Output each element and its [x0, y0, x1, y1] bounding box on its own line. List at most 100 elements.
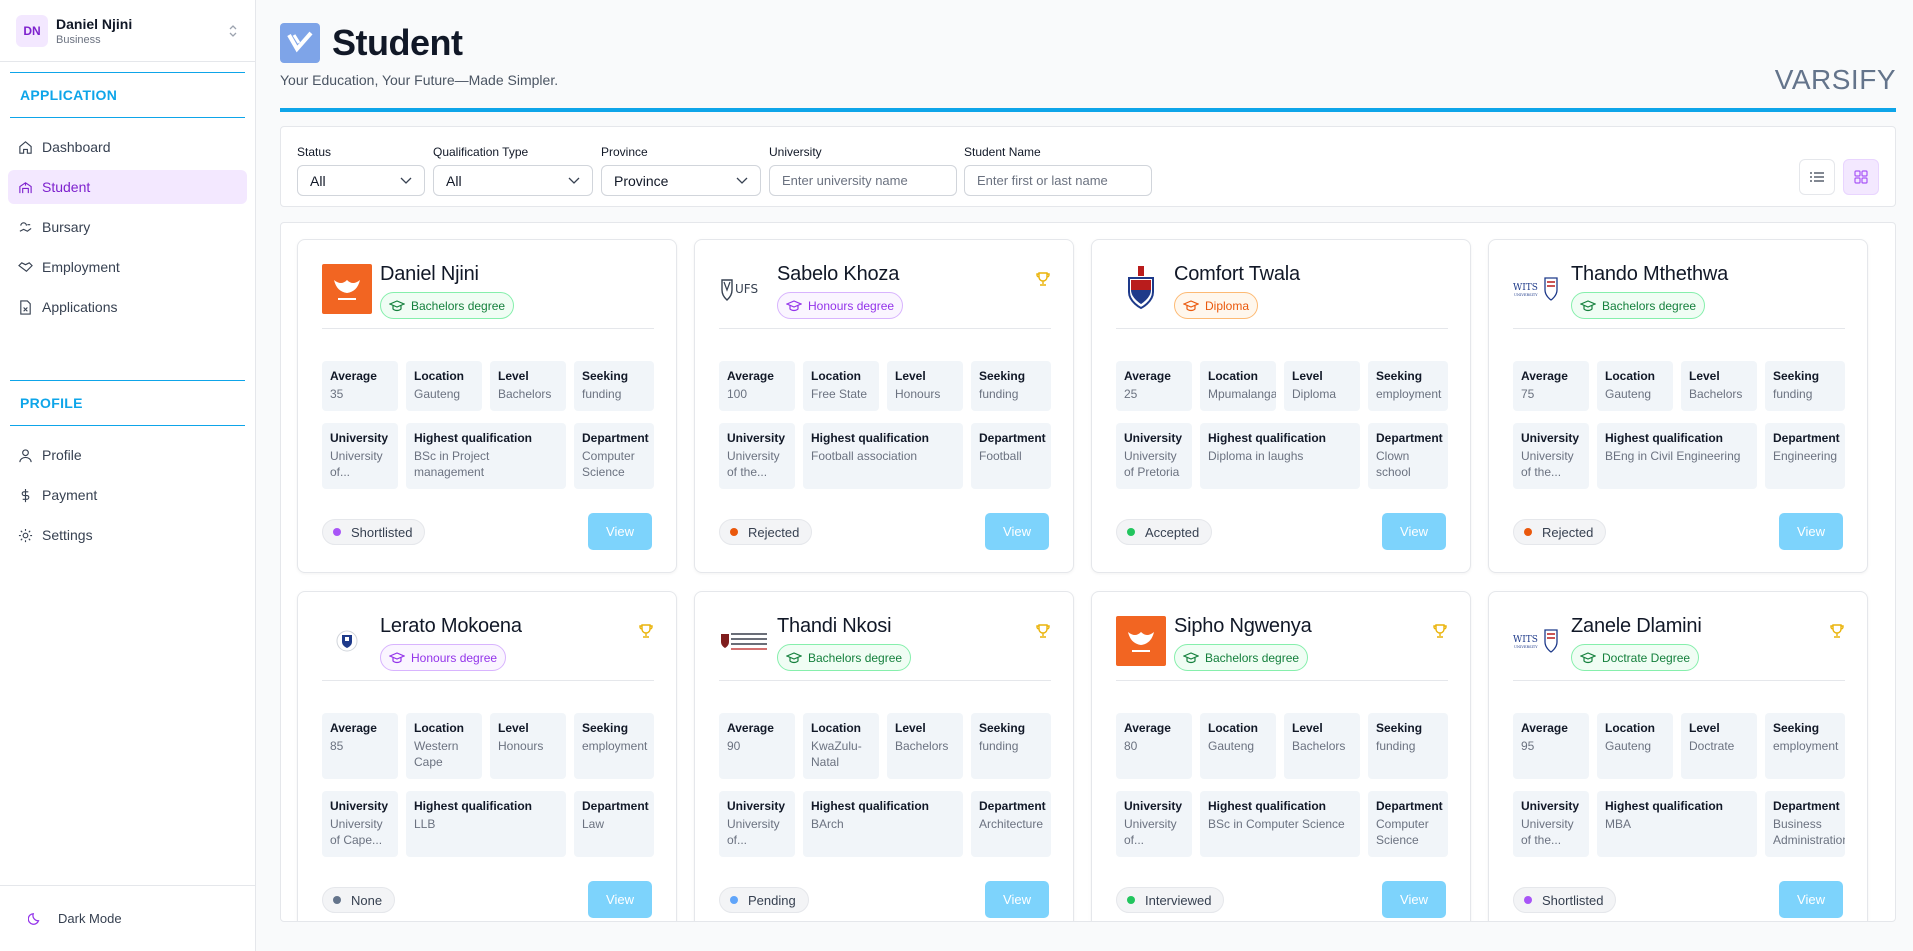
stat-value: 90 [727, 739, 741, 753]
status-label: Pending [748, 892, 796, 908]
stat-label: Average [1124, 369, 1171, 383]
filter-label: Status [297, 145, 332, 159]
view-button[interactable]: View [1779, 881, 1843, 918]
stat-value: 25 [1124, 387, 1138, 401]
stat-label: Highest qualification [414, 799, 533, 813]
graduation-cap-icon [1183, 299, 1199, 311]
status-label: Interviewed [1145, 892, 1212, 908]
average-stat: Average 100 [719, 361, 795, 411]
qualification-stat: Highest qualification Diploma in laughs [1200, 423, 1360, 489]
sidebar-item-employment[interactable]: Employment [8, 250, 247, 284]
stat-label: Seeking [1773, 721, 1820, 735]
status-dot [333, 528, 341, 536]
stat-label: Level [1689, 721, 1720, 735]
input-placeholder: Enter university name [782, 173, 908, 188]
status-select[interactable]: All [297, 165, 425, 196]
sidebar-item-profile[interactable]: Profile [8, 438, 247, 472]
view-button[interactable]: View [1382, 513, 1446, 550]
student-name: Zanele Dlamini [1571, 615, 1702, 637]
department-stat: Department Law [574, 791, 654, 857]
stat-value: KwaZulu-Natal [811, 739, 862, 769]
status-filter: Status All [297, 145, 425, 196]
stat-label: Highest qualification [1605, 799, 1724, 813]
trophy-icon[interactable] [1829, 623, 1845, 644]
sidebar-item-student[interactable]: Student [8, 170, 247, 204]
view-button[interactable]: View [588, 881, 652, 918]
sidebar-item-dashboard[interactable]: Dashboard [8, 130, 247, 164]
qualification-badge: Bachelors degree [1174, 644, 1309, 671]
filter-bar: Status All Qualification Type All Provin… [280, 126, 1896, 207]
chevron-down-icon [736, 177, 748, 184]
stat-label: Highest qualification [811, 431, 930, 445]
gear-icon [18, 528, 33, 542]
sidebar-item-settings[interactable]: Settings [8, 518, 247, 552]
list-view-button[interactable] [1799, 159, 1835, 195]
university-input[interactable]: Enter university name [769, 165, 957, 196]
status-badge: Interviewed [1116, 887, 1225, 913]
dark-mode-toggle[interactable]: Dark Mode [0, 885, 255, 951]
student-card: UFS Sabelo Khoza Honours degree Average 100 L… [694, 239, 1074, 573]
stat-value: Bachelors [1292, 739, 1346, 753]
sidebar-item-payment[interactable]: Payment [8, 478, 247, 512]
stat-label: Level [498, 369, 529, 383]
university-stat: University University of Cape... [322, 791, 398, 857]
stat-value: employment [582, 739, 648, 753]
view-button[interactable]: View [985, 881, 1049, 918]
stat-label: Highest qualification [414, 431, 533, 445]
badge-label: Honours degree [411, 650, 498, 665]
view-button[interactable]: View [985, 513, 1049, 550]
province-select[interactable]: Province [601, 165, 761, 196]
location-stat: Location Gauteng [1200, 713, 1276, 779]
trophy-icon[interactable] [638, 623, 654, 644]
stat-label: Department [582, 431, 649, 445]
grid-view-button[interactable] [1843, 159, 1879, 195]
stat-label: Department [979, 431, 1046, 445]
qualification-badge: Bachelors degree [380, 292, 515, 319]
status-dot [1127, 528, 1135, 536]
stat-label: University [1124, 431, 1183, 445]
card-header: Lerato Mokoena Honours degree [322, 615, 654, 681]
svg-text:UFS: UFS [735, 282, 758, 296]
stat-label: Department [979, 799, 1046, 813]
stat-value: funding [979, 387, 1019, 401]
sidebar-item-applications[interactable]: Applications [8, 290, 247, 324]
status-label: Rejected [748, 524, 800, 540]
trophy-icon[interactable] [1035, 271, 1051, 292]
sidebar-item-bursary[interactable]: Bursary [8, 210, 247, 244]
location-stat: Location Western Cape [406, 713, 482, 779]
stat-value: Computer Science [1376, 817, 1429, 847]
university-stat: University University of the... [1513, 423, 1589, 489]
stat-value: BEng in Civil Engineering [1605, 449, 1741, 463]
seeking-stat: Seeking funding [1765, 361, 1845, 411]
stat-label: University [727, 799, 786, 813]
stat-value: Honours [895, 387, 941, 401]
stat-value: Free State [811, 387, 868, 401]
stat-value: employment [1773, 739, 1839, 753]
stat-value: 80 [1124, 739, 1138, 753]
qualification-select[interactable]: All [433, 165, 593, 196]
stat-value: University of the... [727, 449, 780, 479]
status-badge: Accepted [1116, 519, 1213, 545]
student-name-input[interactable]: Enter first or last name [964, 165, 1152, 196]
stat-label: Level [895, 369, 926, 383]
student-name: Thandi Nkosi [777, 615, 892, 637]
level-stat: Level Diploma [1284, 361, 1360, 411]
tagline: Your Education, Your Future—Made Simpler… [280, 72, 559, 88]
stat-value: Mpumalanga [1208, 387, 1276, 401]
user-switcher[interactable]: DN Daniel Njini Business [0, 0, 255, 62]
view-button[interactable]: View [1382, 881, 1446, 918]
university-logo-icon [1116, 264, 1166, 314]
seeking-stat: Seeking funding [1368, 713, 1448, 779]
average-stat: Average 35 [322, 361, 398, 411]
view-button[interactable]: View [1779, 513, 1843, 550]
stat-value: University of... [330, 449, 383, 479]
stat-label: Level [895, 721, 926, 735]
trophy-icon[interactable] [1035, 623, 1051, 644]
qualification-stat: Highest qualification BSc in Computer Sci… [1200, 791, 1360, 857]
view-button[interactable]: View [588, 513, 652, 550]
stat-value: University of Cape... [330, 817, 383, 847]
select-value: Province [614, 172, 669, 189]
stat-value: BArch [811, 817, 844, 831]
bursary-icon [19, 221, 32, 232]
trophy-icon[interactable] [1432, 623, 1448, 644]
